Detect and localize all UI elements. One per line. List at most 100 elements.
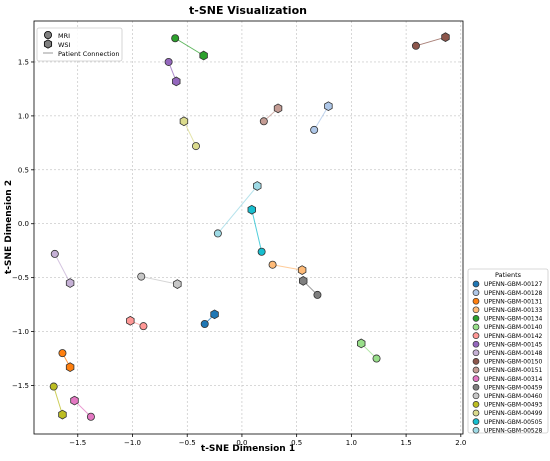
x-tick-label: 1.5 (401, 439, 412, 447)
mri-point (310, 125, 319, 134)
patient-legend-label: UPENN-GBM-00151 (484, 367, 543, 374)
patient-legend-label: UPENN-GBM-00127 (484, 281, 543, 288)
data-points (49, 32, 450, 421)
wsi-point (324, 101, 333, 112)
legend-connection-label: Patient Connection (58, 50, 119, 58)
y-axis-label: t-SNE Dimension 2 (4, 180, 14, 274)
patient-connections (53, 36, 446, 418)
wsi-point (273, 103, 283, 114)
patient-legend-item: UPENN-GBM-00505 (472, 418, 543, 426)
legend-wsi-marker-icon (43, 39, 53, 49)
patient-connection-line (415, 36, 446, 47)
x-tick-label: −0.5 (179, 439, 196, 447)
x-tick-label: 0.5 (291, 439, 302, 447)
mri-point (372, 354, 381, 363)
y-tick-label: −1.5 (12, 382, 29, 390)
patient-legend-item: UPENN-GBM-00145 (472, 340, 543, 348)
patient-legend-item: UPENN-GBM-00150 (472, 358, 543, 366)
patient-legend-marker-icon (472, 418, 480, 425)
patient-legend-label: UPENN-GBM-00145 (484, 341, 543, 348)
patient-legend-item: UPENN-GBM-00493 (472, 401, 543, 409)
patient-legend-marker-icon (472, 409, 480, 417)
wsi-point (247, 204, 256, 215)
patient-legend-marker-icon (472, 358, 480, 365)
patient-legend-marker-icon (472, 297, 480, 305)
wsi-point (253, 181, 262, 191)
patient-legend-label: UPENN-GBM-00133 (484, 307, 543, 314)
wsi-point (441, 32, 450, 43)
wsi-point (179, 116, 189, 127)
chart-title: t-SNE Visualization (189, 4, 307, 17)
wsi-point (199, 50, 208, 61)
x-tick-label: 0.0 (236, 439, 247, 447)
patient-legend-item: UPENN-GBM-00140 (472, 323, 543, 331)
x-tick-label: 2.0 (455, 439, 466, 447)
mri-point (268, 260, 277, 269)
patient-legend-label: UPENN-GBM-00134 (484, 316, 543, 323)
y-axis-ticks: −1.5 −1.0 −0.5 0.0 0.5 1.0 1.5 (12, 58, 34, 390)
mri-point (50, 249, 59, 258)
patient-legend: Patients UPENN-GBM-00127UPENN-GBM-00128U… (467, 268, 549, 434)
mri-point (86, 412, 95, 421)
patient-legend-marker-icon (472, 375, 480, 382)
patient-legend-marker-icon (472, 383, 480, 391)
wsi-point (65, 278, 75, 288)
marker-legend: MRI WSI Patient Connection (36, 27, 123, 62)
legend-wsi-label: WSI (58, 41, 71, 49)
wsi-point (210, 309, 219, 320)
patient-legend-label: UPENN-GBM-00460 (484, 393, 543, 400)
mri-point (257, 247, 266, 256)
mri-point (411, 41, 420, 50)
y-tick-label: −1.0 (12, 328, 29, 336)
patient-legend-marker-icon (472, 280, 480, 288)
patient-legend-marker-icon (472, 401, 480, 408)
wsi-point (173, 279, 182, 289)
patient-legend-marker-icon (472, 340, 480, 348)
legend-mri-label: MRI (58, 32, 70, 40)
patient-legend-label: UPENN-GBM-00131 (484, 298, 543, 305)
patient-legend-item: UPENN-GBM-00459 (472, 383, 543, 391)
patient-legend-item: UPENN-GBM-00460 (472, 392, 543, 400)
patient-connection-line (54, 253, 71, 284)
y-tick-label: 0.0 (18, 220, 29, 228)
patient-legend-item: UPENN-GBM-00133 (472, 306, 543, 314)
x-axis-label: t-SNE Dimension 1 (201, 444, 295, 454)
x-tick-label: −1.5 (69, 439, 86, 447)
patient-legend-marker-icon (472, 289, 480, 296)
y-tick-label: 0.5 (18, 166, 29, 174)
patient-legend-item: UPENN-GBM-00499 (472, 409, 543, 417)
x-tick-label: −1.0 (124, 439, 141, 447)
patient-legend-item: UPENN-GBM-00151 (472, 366, 543, 374)
patient-legend-label: UPENN-GBM-00499 (484, 410, 543, 417)
patient-legend-label: UPENN-GBM-00505 (484, 419, 543, 426)
patient-legend-label: UPENN-GBM-00493 (484, 402, 543, 409)
mri-point (213, 229, 222, 238)
patient-legend-label: UPENN-GBM-00128 (484, 290, 543, 297)
patient-legend-item: UPENN-GBM-00131 (472, 297, 543, 305)
mri-point (191, 142, 200, 151)
patient-connection-line (251, 209, 263, 252)
patient-connection-line (141, 276, 178, 285)
y-tick-label: 1.5 (18, 58, 29, 66)
wsi-point (172, 76, 181, 87)
patient-legend-marker-icon (472, 366, 480, 374)
patient-legend-marker-icon (472, 426, 480, 434)
wsi-point (357, 338, 366, 349)
patient-legend-item: UPENN-GBM-00127 (472, 280, 543, 288)
grid (34, 21, 463, 434)
patient-legend-marker-icon (472, 332, 480, 339)
mri-point (49, 382, 58, 391)
y-tick-label: −0.5 (12, 274, 29, 282)
patient-legend-marker-icon (472, 315, 480, 322)
wsi-point (126, 315, 135, 326)
patient-legend-item: UPENN-GBM-00134 (472, 315, 543, 323)
patient-connection-line (272, 264, 303, 271)
wsi-point (65, 362, 75, 373)
mri-point (58, 349, 67, 358)
patient-legend-item: UPENN-GBM-00314 (472, 375, 543, 383)
x-axis-ticks: −1.5 −1.0 −0.5 0.0 0.5 1.0 1.5 2.0 (69, 434, 466, 447)
wsi-point (297, 265, 307, 275)
patient-legend-marker-icon (472, 349, 480, 357)
